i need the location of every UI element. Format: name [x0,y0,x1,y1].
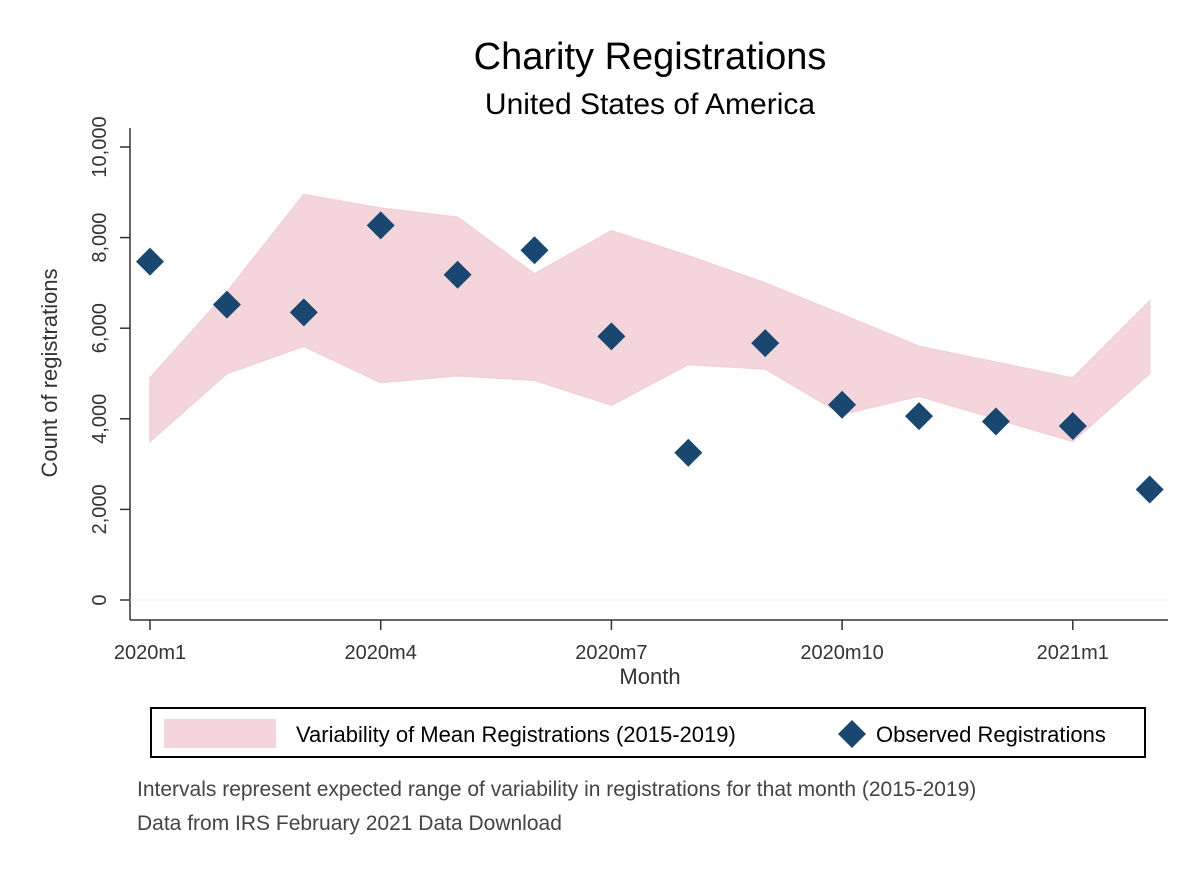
legend-band-swatch [164,719,276,748]
observed-point [212,290,241,319]
y-axis-label: Count of registrations [37,268,62,477]
y-tick-label: 4,000 [89,394,111,444]
observed-point [828,390,857,419]
observed-point [981,407,1010,436]
y-tick-label: 10,000 [89,116,111,177]
observed-point [443,260,472,289]
legend-band-label: Variability of Mean Registrations (2015-… [296,722,736,747]
chart-subtitle: United States of America [484,88,816,121]
y-tick-label: 2,000 [89,484,111,534]
observed-point [136,247,164,276]
y-tick-label: 6,000 [89,303,111,353]
chart-note-variability: Intervals represent expected range of va… [137,778,977,801]
observed-point [905,402,933,431]
chart-plot: 0 2,000 4,000 6,000 8,000 10,000 2020m1 2020m4 2… [37,116,1168,689]
observed-point [289,298,318,327]
legend-diamond-icon [838,720,866,748]
observed-point [674,438,703,467]
legend-marker-label: Observed Registrations [876,722,1106,747]
observed-point [366,211,395,240]
legend: Variability of Mean Registrations (2015-… [150,707,1146,758]
x-tick-label: 2020m1 [114,642,186,664]
variability-band [149,193,1151,444]
x-tick-label: 2020m7 [575,642,647,664]
x-axis-label: Month [619,664,680,689]
observed-point [520,236,549,265]
observed-point [751,329,780,358]
observed-point [597,322,626,351]
observed-point [1058,412,1087,441]
x-tick-label: 2020m10 [800,642,883,664]
x-tick-label: 2021m1 [1037,642,1109,664]
chart-title: Charity Registrations [473,36,827,78]
x-tick-label: 2020m4 [345,642,417,664]
observed-point [1135,475,1164,504]
y-tick-label: 0 [89,594,111,605]
chart-note-source: Data from IRS February 2021 Data Downloa… [137,812,562,835]
y-tick-label: 8,000 [89,213,111,263]
